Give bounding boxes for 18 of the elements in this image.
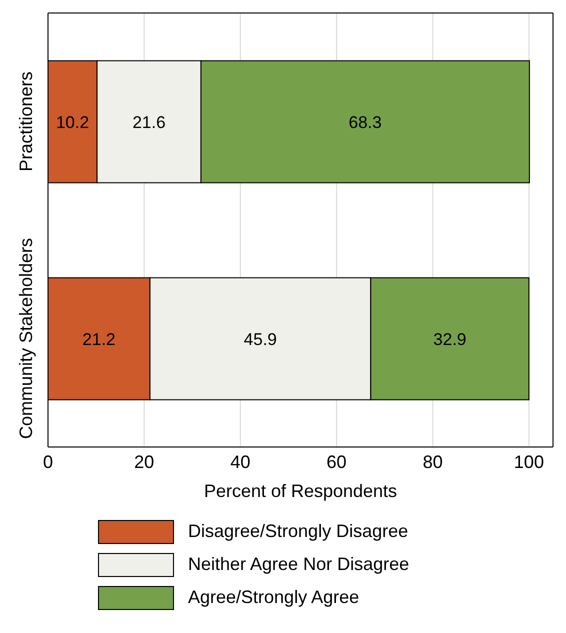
x-tick-label: 60 (326, 452, 347, 472)
data-label: 10.2 (56, 112, 90, 132)
x-tick-label: 100 (514, 452, 544, 472)
y-tick-label: Community Stakeholders (16, 238, 36, 440)
x-axis-title: Percent of Respondents (204, 481, 398, 501)
y-tick-label: Practitioners (16, 71, 36, 172)
x-tick-label: 40 (230, 452, 250, 472)
legend-label: Disagree/Strongly Disagree (188, 521, 408, 542)
x-tick-label: 80 (422, 452, 443, 472)
data-label: 21.2 (82, 330, 116, 349)
data-label: 21.6 (132, 112, 166, 132)
x-tick-label: 20 (134, 452, 154, 472)
data-label: 45.9 (244, 330, 277, 349)
legend-label: Agree/Strongly Agree (188, 587, 360, 608)
legend-label: Neither Agree Nor Disagree (188, 554, 410, 575)
x-tick-label: 0 (42, 452, 54, 472)
data-label: 68.3 (348, 112, 382, 132)
data-label: 32.9 (433, 330, 466, 349)
